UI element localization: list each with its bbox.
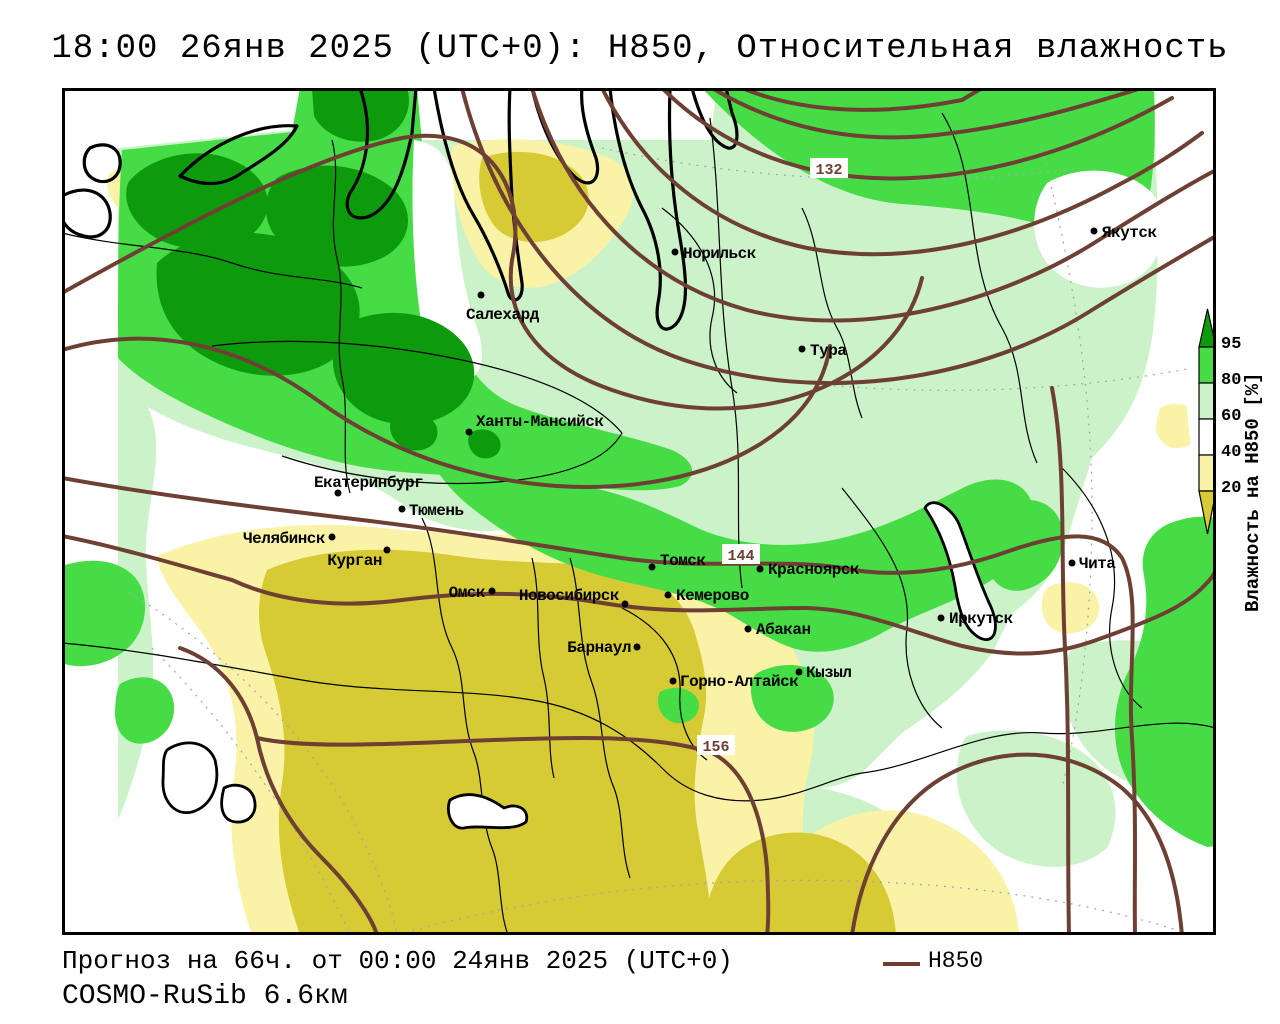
colorbar-tick-40: 40 bbox=[1221, 443, 1242, 462]
city-label: Чита bbox=[1079, 555, 1116, 573]
city-dot bbox=[795, 668, 803, 676]
city-dot bbox=[671, 248, 679, 256]
contour-label-156: 156 bbox=[697, 735, 735, 756]
city-label: Новосибирск bbox=[519, 587, 620, 605]
city-dot bbox=[488, 587, 496, 595]
humidity-colorbar bbox=[1198, 308, 1216, 535]
city-dot bbox=[621, 600, 629, 608]
city-markers: Норильск Тура Якутск Салехард Ханты-Манс… bbox=[243, 224, 1158, 691]
h850-legend-label: H850 bbox=[928, 948, 984, 974]
humidity-map: 132 144 156 Норильск Тура Якутск Салехар… bbox=[62, 88, 1216, 935]
colorbar-tick-80: 80 bbox=[1221, 371, 1242, 390]
page-title: 18:00 26янв 2025 (UTC+0): H850, Относите… bbox=[51, 30, 1229, 68]
city-label: Тура bbox=[810, 342, 847, 360]
city-dot bbox=[383, 546, 391, 554]
city-dot bbox=[1068, 559, 1076, 567]
city-label: Кызыл bbox=[806, 664, 852, 682]
contour-label-144: 144 bbox=[722, 544, 760, 565]
forecast-info: Прогноз на 66ч. от 00:00 24янв 2025 (UTC… bbox=[62, 946, 733, 976]
graticule-lines bbox=[121, 147, 1193, 935]
city-dot bbox=[756, 565, 764, 573]
city-dot bbox=[937, 614, 945, 622]
city-label: Абакан bbox=[756, 621, 811, 639]
map-frame bbox=[62, 88, 1216, 935]
city-dot bbox=[633, 643, 641, 651]
city-dot bbox=[328, 533, 336, 541]
city-label: Горно-Алтайск bbox=[680, 673, 799, 691]
svg-text:156: 156 bbox=[702, 739, 729, 756]
contour-label-132: 132 bbox=[810, 158, 848, 179]
city-label: Якутск bbox=[1102, 224, 1158, 242]
city-dot bbox=[1090, 227, 1098, 235]
city-dot bbox=[744, 625, 752, 633]
map-canvas: 132 144 156 Норильск Тура Якутск Салехар… bbox=[62, 88, 1216, 935]
city-dot bbox=[465, 428, 473, 436]
colorbar-title: Влажность на H850 [%] bbox=[1242, 372, 1264, 612]
city-label: Кемерово bbox=[676, 587, 749, 605]
city-label: Курган bbox=[327, 552, 382, 570]
city-dot bbox=[669, 677, 677, 685]
contour-value-labels: 132 144 156 bbox=[697, 158, 848, 756]
city-dot bbox=[648, 563, 656, 571]
city-label: Тюмень bbox=[409, 502, 464, 520]
city-label: Омск bbox=[449, 584, 486, 602]
svg-text:144: 144 bbox=[727, 548, 754, 565]
colorbar-tick-95: 95 bbox=[1221, 335, 1242, 354]
city-dot bbox=[398, 505, 406, 513]
model-info: COSMO-RuSib 6.6км bbox=[62, 981, 348, 1012]
svg-text:132: 132 bbox=[815, 162, 842, 179]
h850-contours bbox=[62, 88, 1216, 935]
city-label: Норильск bbox=[683, 245, 757, 263]
humidity-layer-above-95 bbox=[126, 88, 501, 459]
city-label: Барнаул bbox=[567, 639, 631, 657]
city-label: Челябинск bbox=[243, 530, 326, 548]
city-label: Ханты-Мансийск bbox=[476, 413, 604, 431]
colorbar-tick-60: 60 bbox=[1221, 407, 1242, 426]
city-label: Красноярск bbox=[768, 561, 860, 579]
humidity-layer-below-20 bbox=[258, 151, 896, 935]
city-dot bbox=[664, 591, 672, 599]
city-dot bbox=[334, 489, 342, 497]
coastlines bbox=[62, 88, 997, 830]
city-label: Иркутск bbox=[949, 610, 1014, 628]
colorbar-tick-20: 20 bbox=[1221, 479, 1242, 498]
city-label: Екатеринбург bbox=[314, 474, 423, 492]
city-dot bbox=[477, 291, 485, 299]
h850-legend-line bbox=[883, 962, 920, 966]
colorbar-arrow-down bbox=[1198, 490, 1216, 535]
city-label: Салехард bbox=[466, 306, 540, 324]
city-label: Томск bbox=[660, 552, 706, 570]
city-dot bbox=[798, 345, 806, 353]
